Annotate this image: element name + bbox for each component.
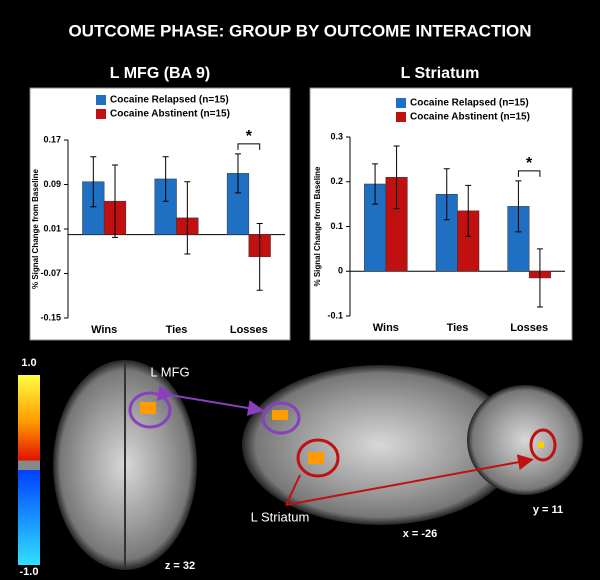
annotation: * <box>246 128 253 145</box>
significance-bracket <box>237 143 261 150</box>
arrow <box>156 385 264 416</box>
error-bar <box>234 153 241 194</box>
error-bar <box>256 222 263 291</box>
legend-swatch <box>396 98 406 108</box>
error-bar <box>393 145 400 210</box>
legend-label: Cocaine Relapsed (n=15) <box>110 95 229 106</box>
arrow <box>285 460 530 506</box>
y-tick-label: 0.3 <box>330 131 343 141</box>
roi-circle <box>261 401 301 435</box>
y-tick-label: 0.09 <box>43 179 61 189</box>
error-bar <box>515 180 522 233</box>
activation <box>272 410 288 420</box>
x-tick-label: Ties <box>166 324 188 336</box>
legend-label: Cocaine Abstinent (n=15) <box>110 109 230 120</box>
y-tick-label: 0.17 <box>43 134 61 144</box>
y-tick-label: -0.07 <box>40 268 61 278</box>
roi-label: L Striatum <box>251 509 310 524</box>
slice-label: y = 11 <box>533 504 563 516</box>
error-bar <box>162 156 169 202</box>
error-bar <box>184 181 191 255</box>
y-tick-label: 0 <box>338 266 343 276</box>
significance-bracket <box>517 170 541 177</box>
activation <box>140 402 156 414</box>
x-tick-label: Ties <box>447 322 469 334</box>
x-tick-label: Losses <box>230 324 268 336</box>
y-tick-label: 0.2 <box>330 176 343 186</box>
error-bar <box>465 184 472 237</box>
legend-swatch <box>396 112 406 122</box>
y-tick-label: -0.15 <box>40 312 61 322</box>
y-tick-label: 0.01 <box>43 223 61 233</box>
activation <box>308 452 324 464</box>
legend-swatch <box>96 109 106 119</box>
slice-label: z = 32 <box>165 560 195 572</box>
colorbar-label: -1.0 <box>20 566 39 578</box>
error-bar <box>443 168 450 221</box>
x-tick-label: Wins <box>91 324 117 336</box>
colorbar-label: 1.0 <box>21 357 36 369</box>
error-bar <box>112 164 119 238</box>
error-bar <box>372 163 379 205</box>
x-tick-label: Wins <box>373 322 399 334</box>
chart-title: L MFG (BA 9) <box>110 65 210 82</box>
y-axis-label: % Signal Change from Baseline <box>31 168 40 289</box>
legend-label: Cocaine Relapsed (n=15) <box>410 98 529 109</box>
chart-title: L Striatum <box>401 65 480 82</box>
roi-label: L MFG <box>150 364 189 379</box>
coronal-slice <box>467 385 583 495</box>
legend-label: Cocaine Abstinent (n=15) <box>410 112 530 123</box>
slice-label: x = -26 <box>403 528 438 540</box>
colorbar <box>18 375 40 565</box>
error-bar <box>536 248 543 308</box>
annotation: * <box>526 155 533 172</box>
charts: L MFG (BA 9) -0.15 -0.07 0.01 0.09 0.17 % Sign… <box>29 65 573 341</box>
brain-panel: 1.0 -1.0 L MFG L Striatum z = 32 x = -26… <box>18 357 583 578</box>
sagittal-slice <box>242 365 518 525</box>
y-tick-label: 0.1 <box>330 221 343 231</box>
roi-circle <box>296 438 340 478</box>
activation <box>538 442 544 448</box>
y-tick-label: -0.1 <box>327 310 343 320</box>
legend-swatch <box>96 95 106 105</box>
figure-title: OUTCOME PHASE: GROUP BY OUTCOME INTERACT… <box>68 21 531 40</box>
y-axis-label: % Signal Change from Baseline <box>313 166 322 287</box>
x-tick-label: Losses <box>510 322 548 334</box>
error-bar <box>90 156 97 208</box>
